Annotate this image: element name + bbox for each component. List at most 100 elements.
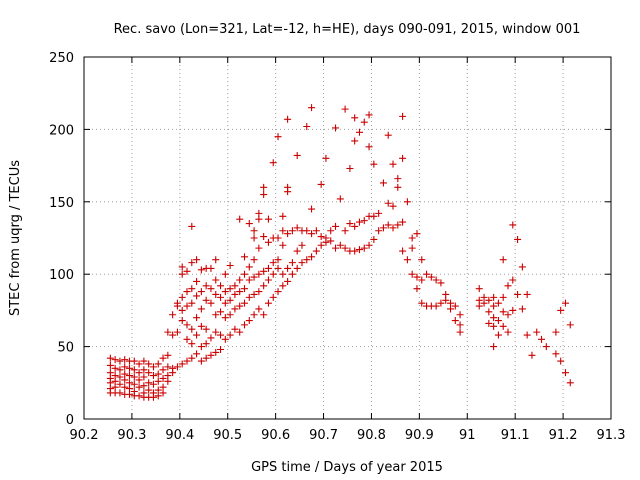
data-point (116, 373, 124, 381)
data-point (260, 233, 268, 241)
data-point (561, 369, 569, 377)
data-point (135, 383, 143, 391)
data-point (149, 380, 157, 388)
data-point (447, 299, 455, 307)
data-point (226, 296, 234, 304)
data-point (475, 296, 483, 304)
data-point (178, 270, 186, 278)
data-point (274, 264, 282, 272)
data-point (240, 285, 248, 293)
x-tick-label: 90.4 (165, 428, 194, 443)
data-point (231, 290, 239, 298)
data-point (159, 374, 167, 382)
data-point (437, 279, 445, 287)
data-point (260, 282, 268, 290)
data-point (274, 133, 282, 141)
data-point (260, 183, 268, 191)
data-point (375, 209, 383, 217)
data-point (183, 321, 191, 329)
data-point (437, 299, 445, 307)
y-axis-label: STEC from uqrg / TECUs (8, 160, 23, 316)
data-point (140, 373, 148, 381)
data-point (178, 317, 186, 325)
data-point (355, 128, 363, 136)
data-point (159, 354, 167, 362)
data-point (274, 234, 282, 242)
data-point (116, 357, 124, 365)
data-point (245, 276, 253, 284)
data-point (197, 288, 205, 296)
y-tick-label: 50 (57, 341, 74, 356)
data-point (264, 276, 272, 284)
data-point (293, 224, 301, 232)
data-point (499, 256, 507, 264)
data-point (250, 273, 258, 281)
data-point (504, 282, 512, 290)
data-point (135, 392, 143, 400)
x-tick-label: 90.5 (213, 428, 242, 443)
data-point (456, 321, 464, 329)
data-point (284, 230, 292, 238)
data-point (509, 276, 517, 284)
data-point (183, 267, 191, 275)
data-point (121, 363, 129, 371)
data-point (193, 331, 201, 339)
data-point (557, 357, 565, 365)
data-point (145, 386, 153, 394)
data-point (183, 357, 191, 365)
data-point (178, 360, 186, 368)
data-point (389, 202, 397, 210)
data-point (250, 311, 258, 319)
data-point (552, 350, 560, 358)
grid-layer (84, 57, 611, 419)
data-point (202, 296, 210, 304)
data-point (499, 308, 507, 316)
data-point (236, 328, 244, 336)
data-point (279, 282, 287, 290)
data-point (217, 331, 225, 339)
data-point (260, 311, 268, 319)
data-point (351, 247, 359, 255)
data-point (193, 256, 201, 264)
data-point (202, 325, 210, 333)
data-point (332, 124, 340, 132)
data-point (365, 143, 373, 151)
data-point (384, 221, 392, 229)
data-point (221, 299, 229, 307)
data-point (566, 321, 574, 329)
data-point (173, 363, 181, 371)
data-point (159, 366, 167, 374)
y-tick-label: 0 (66, 413, 74, 428)
data-point (183, 288, 191, 296)
data-point (236, 215, 244, 223)
data-point (322, 154, 330, 162)
data-point (197, 357, 205, 365)
data-point (475, 285, 483, 293)
data-point (217, 293, 225, 301)
data-point (504, 328, 512, 336)
data-point (413, 273, 421, 281)
data-point (480, 293, 488, 301)
data-point (499, 293, 507, 301)
data-point (279, 227, 287, 235)
tick-layer: 90.2 90.3 90.4 90.5 90.6 90.7 90.8 90.9 91 91.1 91… (49, 51, 625, 443)
data-point (116, 366, 124, 374)
data-point (116, 389, 124, 397)
x-tick-label: 91 (459, 428, 476, 443)
data-point (217, 282, 225, 290)
y-tick-label: 200 (49, 123, 74, 138)
data-point (183, 335, 191, 343)
data-point (149, 372, 157, 380)
x-tick-label: 90.7 (309, 428, 338, 443)
data-point (106, 354, 114, 362)
data-point (298, 259, 306, 267)
data-point (226, 311, 234, 319)
x-tick-label: 90.3 (117, 428, 146, 443)
data-point (183, 302, 191, 310)
data-point (561, 299, 569, 307)
x-tick-label: 90.2 (70, 428, 99, 443)
data-point (135, 376, 143, 384)
data-point (384, 131, 392, 139)
data-point (370, 212, 378, 220)
